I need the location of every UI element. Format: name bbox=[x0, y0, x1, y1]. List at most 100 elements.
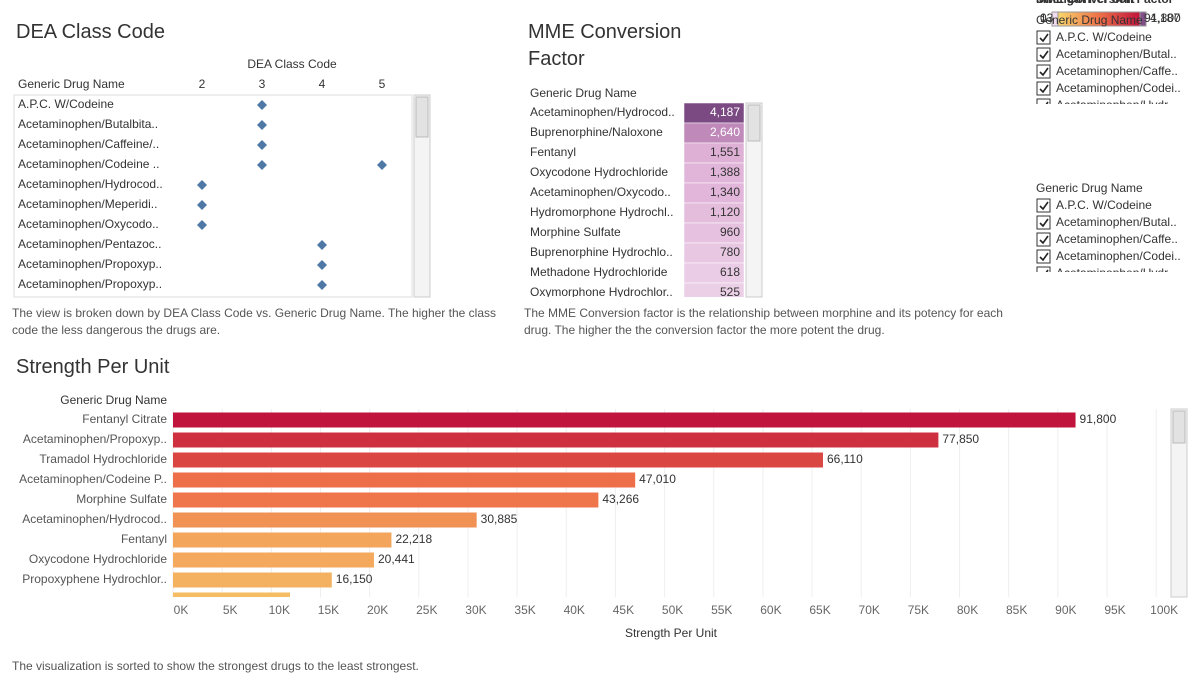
x-tick-label: 60K bbox=[760, 603, 781, 617]
bar bbox=[173, 492, 599, 508]
dot-rows: A.P.C. W/Codeine Acetaminophen/Butalbita.… bbox=[18, 97, 387, 291]
checkbox[interactable] bbox=[1036, 232, 1051, 247]
cell-label: 780 bbox=[720, 245, 740, 259]
x-tick-label: 65K bbox=[809, 603, 830, 617]
checkbox[interactable] bbox=[1036, 47, 1051, 62]
row-label: Acetaminophen/Propoxyp.. bbox=[18, 257, 162, 271]
scrollbar[interactable] bbox=[1170, 408, 1188, 598]
x-tick-label: 70K bbox=[859, 603, 880, 617]
cell-label: 960 bbox=[720, 225, 740, 239]
scroll-thumb[interactable] bbox=[415, 96, 429, 138]
x-tick-label: 35K bbox=[514, 603, 535, 617]
bar bbox=[173, 432, 939, 448]
checkbox[interactable] bbox=[1036, 81, 1051, 96]
filter-item[interactable]: A.P.C. W/Codeine bbox=[1056, 30, 1152, 44]
legend-max: 4,187 bbox=[1150, 11, 1180, 25]
row-label: Methadone Hydrochloride bbox=[530, 265, 668, 279]
checkbox[interactable] bbox=[1036, 249, 1051, 264]
x-tick-label: 4 bbox=[319, 77, 326, 91]
dot bbox=[317, 280, 327, 290]
row-label: Acetaminophen/Oxycodo.. bbox=[530, 185, 671, 199]
row-label: Acetaminophen/Pentazoc.. bbox=[18, 237, 161, 251]
filter-item[interactable]: Acetaminophen/Codei.. bbox=[1056, 81, 1181, 95]
checkbox[interactable] bbox=[1036, 198, 1051, 213]
checkbox[interactable] bbox=[1036, 98, 1051, 112]
row-label: Morphine Sulfate bbox=[530, 225, 621, 239]
x-tick-label: 85K bbox=[1006, 603, 1027, 617]
row-label: Acetaminophen/Meperidi.. bbox=[18, 197, 157, 211]
filter-item[interactable]: Acetaminophen/Hydr.. bbox=[1056, 266, 1174, 280]
x-tick-label: 95K bbox=[1104, 603, 1125, 617]
filter-item[interactable]: Acetaminophen/Caffe.. bbox=[1056, 64, 1178, 78]
filter-item[interactable]: Acetaminophen/Butal.. bbox=[1056, 215, 1177, 229]
row-label: Acetaminophen/Oxycodo.. bbox=[18, 217, 159, 231]
scroll-thumb[interactable] bbox=[1172, 410, 1186, 444]
bar bbox=[173, 532, 392, 548]
dot bbox=[257, 100, 267, 110]
row-label: Morphine Sulfate bbox=[76, 492, 167, 506]
filter-item[interactable]: Acetaminophen/Codei.. bbox=[1056, 249, 1181, 263]
row-label: Oxycodone Hydrochloride bbox=[530, 165, 668, 179]
caption: The view is broken down by DEA Class Cod… bbox=[12, 306, 496, 337]
row-label: Acetaminophen/Caffeine/.. bbox=[18, 137, 159, 151]
check-mark bbox=[1039, 201, 1049, 211]
x-tick-label: 15K bbox=[318, 603, 339, 617]
bar-label: 22,218 bbox=[395, 532, 432, 546]
filter-items: A.P.C. W/Codeine Acetaminophen/Butal.. Ace… bbox=[1036, 198, 1181, 280]
x-tick-label: 25K bbox=[416, 603, 437, 617]
row-label: Hydromorphone Hydrochl.. bbox=[530, 205, 673, 219]
legend-ramp bbox=[1057, 11, 1141, 27]
x-axis-label: Strength Per Unit bbox=[625, 626, 718, 640]
legend-min: 13 bbox=[1040, 11, 1054, 25]
row-label: Buprenorphine Hydrochlo.. bbox=[530, 245, 673, 259]
bar-label: 77,850 bbox=[942, 432, 979, 446]
check-mark bbox=[1039, 84, 1049, 94]
x-tick-label: 3 bbox=[259, 77, 266, 91]
filter-item[interactable]: Acetaminophen/Butal.. bbox=[1056, 47, 1177, 61]
bar bbox=[173, 452, 823, 468]
dot bbox=[197, 220, 207, 230]
filter-item[interactable]: Acetaminophen/Caffe.. bbox=[1056, 232, 1178, 246]
dot bbox=[257, 120, 267, 130]
cell-label: 1,120 bbox=[710, 205, 740, 219]
filter-item[interactable]: A.P.C. W/Codeine bbox=[1056, 198, 1152, 212]
bar bbox=[173, 412, 1076, 428]
row-label: Acetaminophen/Hydrocod.. bbox=[18, 177, 163, 191]
dot bbox=[317, 260, 327, 270]
scrollbar[interactable] bbox=[413, 94, 431, 298]
row-label: Oxycodone Hydrochloride bbox=[29, 552, 167, 566]
checkbox[interactable] bbox=[1036, 266, 1051, 280]
checkbox[interactable] bbox=[1036, 30, 1051, 45]
row-label: Acetaminophen/Propoxyp.. bbox=[23, 432, 167, 446]
bar-rows: Fentanyl Citrate 91,800 Acetaminophen/Prop… bbox=[19, 409, 1157, 597]
checkbox[interactable] bbox=[1036, 215, 1051, 230]
dot bbox=[317, 240, 327, 250]
filter-item[interactable]: Acetaminophen/Hydr.. bbox=[1056, 98, 1174, 112]
bar-label: 66,110 bbox=[827, 452, 863, 466]
dot bbox=[197, 200, 207, 210]
scroll-thumb[interactable] bbox=[747, 104, 761, 142]
chart-title: MME Conversion Factor bbox=[528, 21, 682, 70]
cell-label: 4,187 bbox=[710, 105, 740, 119]
chart-title: DEA Class Code bbox=[16, 21, 165, 43]
bar-label: 20,441 bbox=[378, 552, 415, 566]
check-mark bbox=[1039, 67, 1049, 77]
x-axis-header: DEA Class Code bbox=[247, 57, 337, 71]
x-tick-label: 75K bbox=[908, 603, 929, 617]
filter-title: Generic Drug Name bbox=[1036, 181, 1143, 195]
x-tick-label: 0K bbox=[174, 603, 189, 617]
x-tick-label: 50K bbox=[662, 603, 683, 617]
row-label: Fentanyl Citrate bbox=[82, 412, 167, 426]
row-label: Buprenorphine/Naloxone bbox=[530, 125, 663, 139]
row-label: Propoxyphene Hydrochlor.. bbox=[22, 572, 167, 586]
row-label: A.P.C. W/Codeine bbox=[18, 97, 114, 111]
legend-title: Strength Per Unit bbox=[1036, 0, 1135, 6]
checkbox[interactable] bbox=[1036, 64, 1051, 79]
cell-label: 2,640 bbox=[710, 125, 740, 139]
dot bbox=[257, 160, 267, 170]
x-tick-label: 10K bbox=[269, 603, 290, 617]
bar bbox=[173, 472, 636, 488]
scrollbar[interactable] bbox=[745, 102, 763, 298]
x-tick-label: 80K bbox=[957, 603, 978, 617]
